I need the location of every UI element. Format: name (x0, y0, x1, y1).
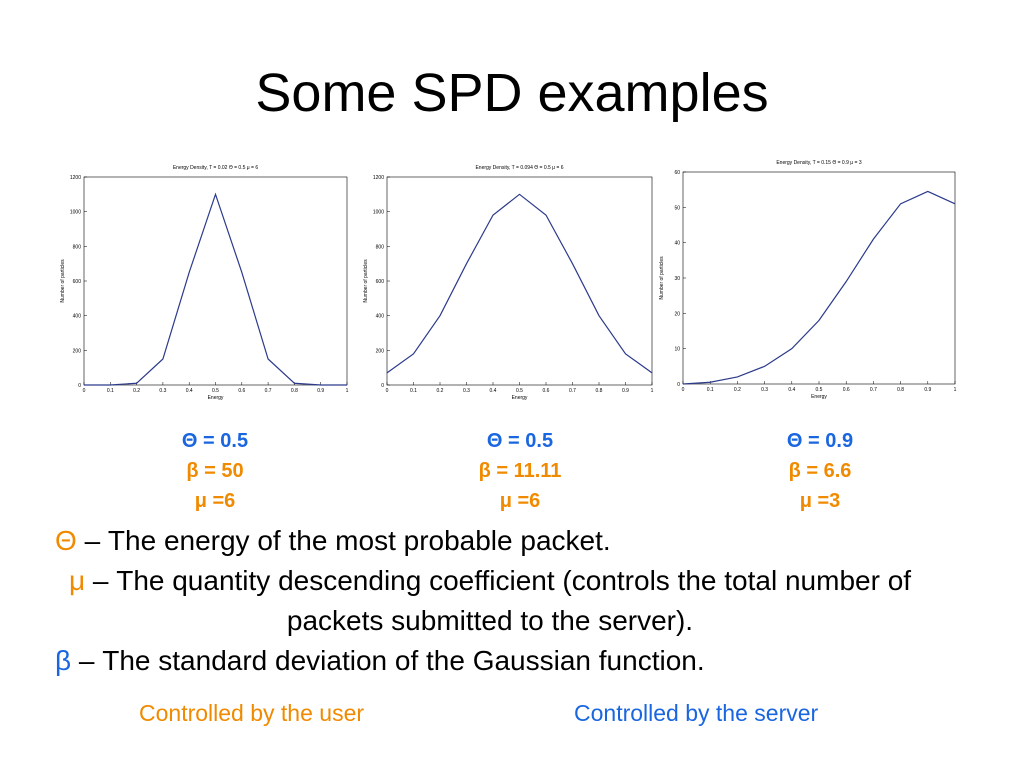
parameter: Θ = 0.9 (786, 430, 854, 452)
y-tick-label: 200 (73, 348, 82, 354)
x-axis-label: Energy (512, 395, 528, 401)
x-axis-label: Energy (811, 394, 827, 400)
x-tick-label: 0.3 (761, 387, 768, 393)
symbol: μ (68, 565, 86, 596)
bullet: β – The standard deviation of the Gaussi… (55, 641, 925, 681)
chart-title: Energy Density, T = 0.02 Θ = 0.5 μ = 6 (173, 165, 259, 171)
line (386, 193, 653, 374)
y-tick-label: 800 (376, 244, 385, 250)
x-tick-label: 0.4 (788, 387, 795, 393)
x-tick-label: 0.7 (569, 388, 576, 394)
bullet: Θ – The energy of the most probable pack… (55, 521, 925, 561)
x-tick-label: 0.2 (437, 388, 444, 394)
parameter: Θ = 0.5 (181, 430, 249, 452)
x-tick-label: 0.6 (843, 387, 850, 393)
x-tick-label: 0.7 (265, 388, 272, 394)
x-axis-label: Energy (208, 395, 224, 401)
y-tick-label: 0 (677, 382, 680, 388)
x-tick-label: 0 (83, 388, 86, 394)
x-tick-label: 0.5 (212, 388, 219, 394)
bullet-text: – The quantity descending coefficient (c… (92, 565, 912, 636)
footer-server: Controlled by the server (574, 700, 819, 726)
x-tick-label: 1 (651, 388, 654, 394)
chart-title: Energy Density, T = 0.15 Θ = 0.9 μ = 3 (776, 160, 862, 166)
bullet-text: – The standard deviation of the Gaussian… (78, 645, 705, 676)
y-tick-label: 10 (674, 347, 680, 353)
parameter: β = 6.6 (788, 460, 852, 482)
parameter: μ =6 (194, 490, 236, 512)
y-tick-label: 1200 (70, 175, 81, 181)
x-tick-label: 0.2 (133, 388, 140, 394)
x-tick-label: 0.1 (707, 387, 714, 393)
x-tick-label: 0.1 (107, 388, 114, 394)
parameter: β = 50 (186, 460, 244, 482)
y-tick-label: 400 (73, 314, 82, 320)
y-tick-label: 200 (376, 348, 385, 354)
y-tick-label: 600 (73, 279, 82, 285)
y-tick-label: 30 (674, 276, 680, 282)
plot-frame (682, 171, 956, 385)
symbol: β (55, 645, 72, 676)
x-tick-label: 1 (346, 388, 349, 394)
y-tick-label: 800 (73, 244, 82, 250)
x-tick-label: 0.3 (463, 388, 470, 394)
x-tick-label: 0.9 (924, 387, 931, 393)
parameter: Θ = 0.5 (486, 430, 554, 452)
y-tick-label: 20 (674, 311, 680, 317)
x-tick-label: 0.8 (897, 387, 904, 393)
x-tick-label: 0.3 (159, 388, 166, 394)
y-tick-label: 1200 (373, 175, 384, 181)
y-tick-label: 50 (674, 205, 680, 211)
y-tick-label: 40 (674, 241, 680, 247)
line (84, 192, 347, 386)
parameter: μ =6 (499, 490, 541, 512)
y-tick-label: 60 (674, 170, 680, 176)
bullet-text: – The energy of the most probable packet… (84, 525, 611, 556)
x-tick-label: 0.7 (870, 387, 877, 393)
x-tick-label: 1 (954, 387, 957, 393)
x-tick-label: 0 (682, 387, 685, 393)
parameter: β = 11.11 (478, 460, 562, 482)
parameter: μ =3 (799, 490, 841, 512)
x-tick-label: 0.1 (410, 388, 417, 394)
line (682, 190, 956, 385)
chart-title: Energy Density, T = 0.094 Θ = 0.5 μ = 6 (475, 165, 563, 171)
y-tick-label: 1000 (70, 210, 81, 216)
symbol: Θ (55, 525, 77, 556)
y-tick-label: 0 (78, 383, 81, 389)
y-axis-label: Number of particles (363, 259, 369, 303)
slide-title: Some SPD examples (255, 63, 769, 123)
y-tick-label: 400 (376, 314, 385, 320)
x-tick-label: 0.9 (317, 388, 324, 394)
plot-frame (386, 176, 653, 386)
y-tick-label: 600 (376, 279, 385, 285)
bullet: μ – The quantity descending coefficient … (55, 561, 925, 641)
plot-frame (83, 176, 348, 386)
y-axis-label: Number of particles (659, 256, 665, 300)
x-tick-label: 0.2 (734, 387, 741, 393)
x-tick-label: 0.8 (291, 388, 298, 394)
x-tick-label: 0.4 (186, 388, 193, 394)
x-tick-label: 0.6 (238, 388, 245, 394)
x-tick-label: 0 (386, 388, 389, 394)
x-tick-label: 0.9 (622, 388, 629, 394)
x-tick-label: 0.6 (543, 388, 550, 394)
x-tick-label: 0.5 (516, 388, 523, 394)
y-tick-label: 1000 (373, 210, 384, 216)
x-tick-label: 0.5 (816, 387, 823, 393)
y-axis-label: Number of particles (60, 259, 66, 303)
footer-user: Controlled by the user (139, 700, 365, 726)
y-tick-label: 0 (381, 383, 384, 389)
x-tick-label: 0.4 (490, 388, 497, 394)
x-tick-label: 0.8 (596, 388, 603, 394)
